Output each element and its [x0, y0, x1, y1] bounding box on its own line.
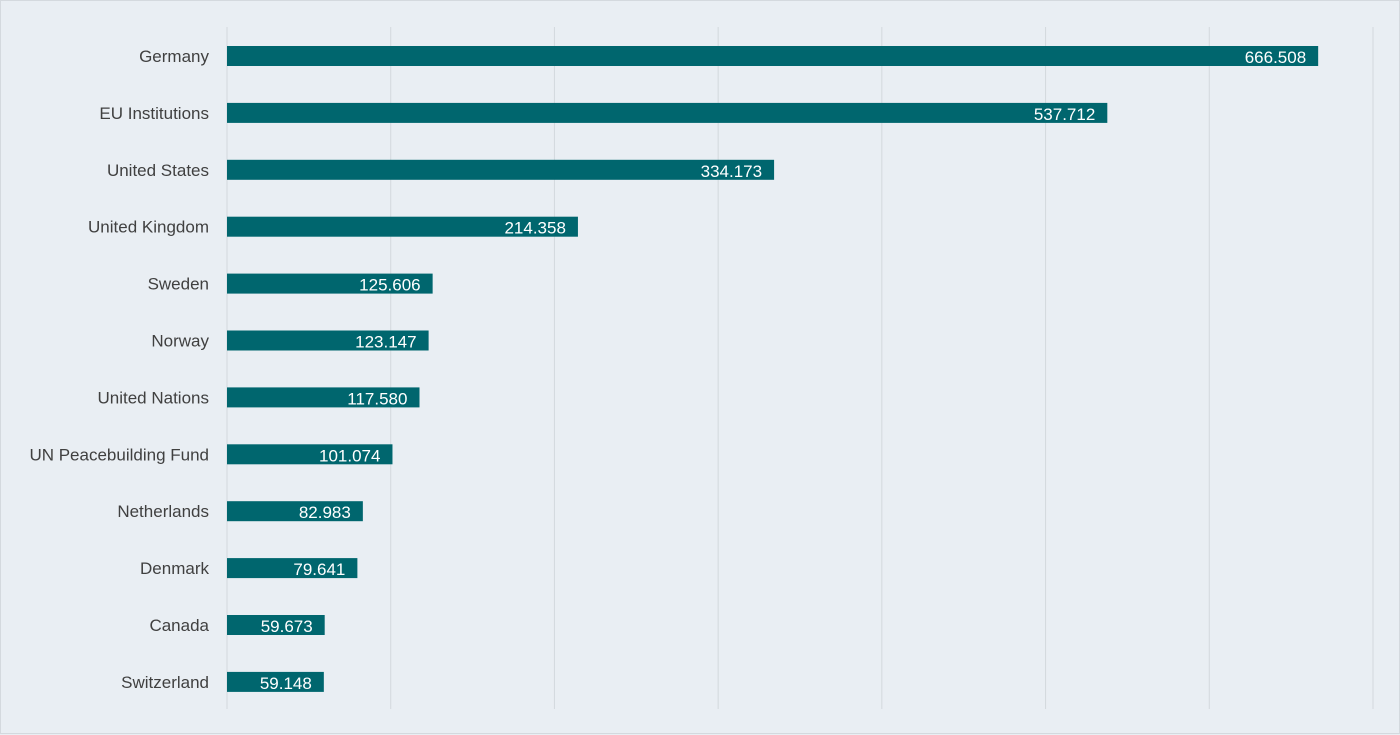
bar-1 [227, 102, 1108, 123]
data-label-7: 101.074 [319, 446, 380, 465]
category-label-7: UN Peacebuilding Fund [29, 445, 209, 464]
gridlines [226, 27, 1374, 709]
category-label-0: Germany [139, 47, 209, 66]
category-label-5: Norway [151, 332, 209, 351]
bar-3 [227, 216, 578, 237]
category-labels: Germany EU Institutions United States Unite… [29, 47, 209, 692]
data-label-0: 666.508 [1245, 48, 1306, 67]
bar-7 [227, 444, 393, 465]
bar-11 [227, 671, 324, 692]
data-label-9: 79.641 [293, 560, 345, 579]
data-label-6: 117.580 [347, 389, 407, 408]
category-label-3: United Kingdom [88, 218, 209, 237]
bar-9 [227, 558, 358, 579]
data-label-10: 59.673 [261, 617, 313, 636]
bar-5 [227, 330, 429, 351]
bar-10 [227, 615, 325, 635]
category-label-6: United Nations [97, 388, 209, 407]
category-label-4: Sweden [148, 275, 209, 294]
data-label-4: 125.606 [359, 276, 420, 295]
data-label-11: 59.148 [260, 674, 312, 693]
bars [227, 46, 1319, 692]
category-label-11: Switzerland [121, 673, 209, 692]
data-label-3: 214.358 [504, 219, 565, 238]
category-label-9: Denmark [140, 559, 209, 578]
data-label-5: 123.147 [355, 333, 416, 352]
bar-4 [227, 273, 433, 294]
data-label-2: 334.173 [701, 162, 762, 181]
category-label-2: United States [107, 161, 209, 180]
bar-0 [227, 46, 1319, 66]
data-label-8: 82.983 [299, 503, 351, 522]
data-label-1: 537.712 [1034, 105, 1095, 124]
bar-6 [227, 387, 420, 408]
data-labels: 666.508 537.712 334.173 214.358 125.606 123.1… [260, 48, 1306, 693]
category-label-10: Canada [149, 616, 209, 635]
bar-8 [227, 501, 363, 522]
category-label-8: Netherlands [117, 502, 209, 521]
bar-2 [227, 159, 775, 180]
category-label-1: EU Institutions [99, 104, 209, 123]
